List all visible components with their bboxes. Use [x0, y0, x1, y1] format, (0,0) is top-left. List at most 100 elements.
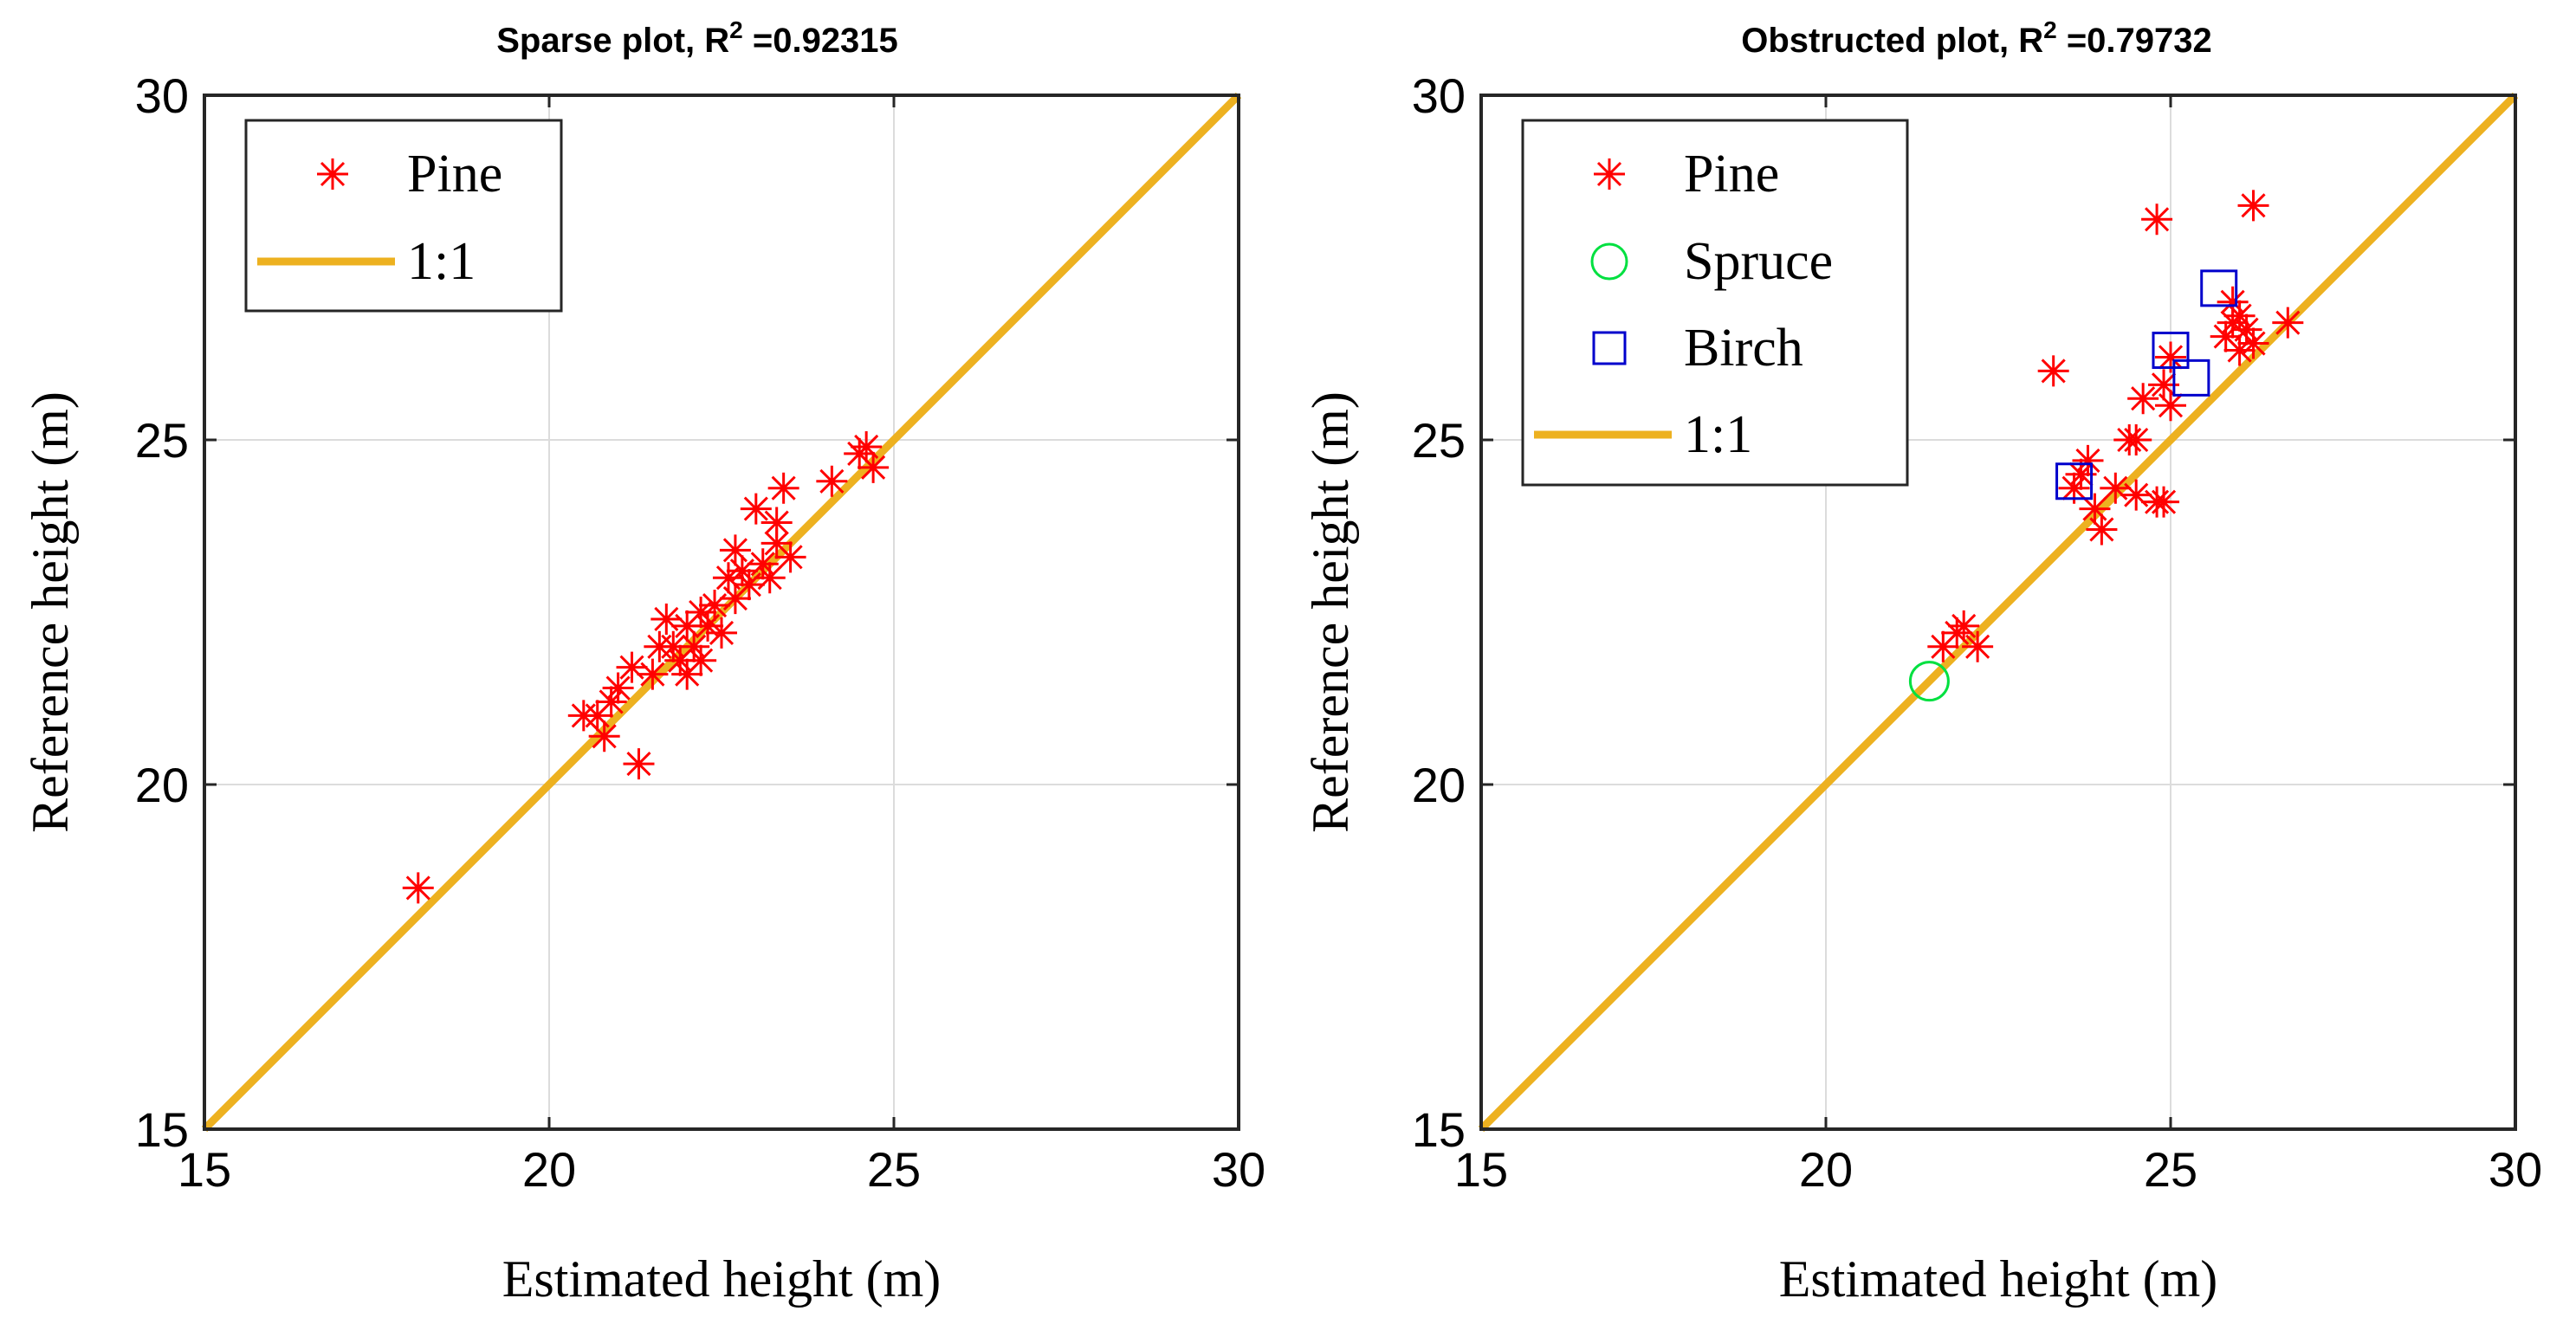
pine-point: [816, 465, 848, 497]
birch-point: [2172, 358, 2210, 397]
pine-point: [740, 493, 772, 525]
y-axis-label: Reference height (m): [22, 391, 79, 833]
legend-label-spruce: Spruce: [1684, 232, 1833, 291]
legend-label-birch: Birch: [1684, 319, 1803, 378]
birch-point: [2055, 462, 2094, 501]
legend-label-one-to-one: 1:1: [1684, 405, 1752, 464]
x-tick-label: 20: [522, 1142, 576, 1197]
pine-point: [699, 590, 731, 622]
pine-point: [719, 534, 751, 566]
pine-point: [2065, 458, 2097, 490]
pine-point: [650, 603, 683, 635]
data-points: [402, 430, 890, 904]
pine-point: [2237, 327, 2269, 359]
legend-label-pine: Pine: [407, 145, 502, 203]
pine-point: [1927, 630, 1959, 662]
pine-point: [2120, 424, 2152, 455]
y-axis-label: Reference height (m): [1302, 391, 1359, 833]
pine-point: [671, 658, 703, 690]
obstructed-plot-panel: Obstructed plot, R2 =0.79732 15 20 25 30 15 2…: [1302, 16, 2542, 1308]
x-tick-label: 25: [2144, 1142, 2197, 1197]
y-tick-label: 25: [135, 413, 189, 468]
pine-point: [1948, 610, 1980, 642]
pine-point: [733, 569, 765, 601]
pine-point: [402, 872, 434, 904]
pine-point: [581, 700, 613, 732]
pine-point: [685, 644, 717, 676]
pine-point: [2210, 320, 2242, 352]
pine-point: [2120, 479, 2152, 511]
y-tick-label: 30: [135, 68, 189, 123]
x-tick-label: 25: [867, 1142, 921, 1197]
pine-point: [692, 610, 724, 642]
legend-circle-marker: [1590, 242, 1628, 281]
pine-point: [761, 507, 793, 539]
pine-point: [2100, 472, 2132, 504]
x-tick-label: 30: [1212, 1142, 1265, 1197]
pine-point: [2223, 334, 2256, 366]
chart-title: Sparse plot, R2 =0.92315: [496, 16, 898, 60]
sparse-plot-panel: Sparse plot, R2 =0.92315 15 20 25 30 15 20 25 3…: [22, 16, 1265, 1308]
pine-point: [595, 686, 627, 718]
pine-point: [2230, 313, 2262, 346]
x-tick-label: 30: [2489, 1142, 2542, 1197]
x-tick-label: 20: [1799, 1142, 1853, 1197]
pine-point: [767, 472, 799, 504]
legend-label-one-to-one: 1:1: [407, 232, 476, 291]
pine-point: [664, 644, 696, 676]
tick-labels: 15 20 25 30 15 20 25 30: [1412, 68, 2542, 1197]
y-tick-label: 30: [1412, 68, 1466, 123]
y-tick-label: 20: [135, 758, 189, 812]
legend-asterisk-marker: [317, 158, 348, 190]
y-tick-label: 15: [1412, 1102, 1466, 1157]
pine-point: [761, 527, 793, 559]
pine-point: [2223, 300, 2256, 332]
pine-point: [2079, 493, 2111, 525]
pine-point: [726, 555, 758, 587]
pine-point: [685, 597, 717, 628]
one-to-one-line: [1478, 92, 2519, 1133]
pine-point: [719, 583, 751, 615]
pine-point: [2141, 203, 2173, 236]
one-to-one-line-group: [1478, 92, 2519, 1133]
pine-point: [2237, 190, 2269, 222]
legend-asterisk-marker: [1594, 158, 1625, 190]
birch-point: [2152, 332, 2190, 370]
pine-point: [851, 430, 883, 462]
pine-point: [2148, 486, 2180, 518]
x-tick-label: 15: [178, 1142, 231, 1197]
y-tick-label: 20: [1412, 758, 1466, 812]
pine-point: [2217, 286, 2249, 318]
x-axis-label: Estimated height (m): [1779, 1250, 2218, 1308]
pine-point: [2155, 341, 2186, 373]
data-points: [1908, 190, 2304, 702]
pine-point: [2155, 390, 2186, 422]
x-axis-label: Estimated height (m): [502, 1250, 942, 1308]
pine-point: [1962, 630, 1994, 662]
pine-point: [2127, 383, 2159, 415]
pine-point: [2272, 307, 2304, 339]
legend-label-pine: Pine: [1684, 145, 1779, 203]
pine-point: [678, 630, 710, 662]
axes-box: [1479, 94, 2517, 1131]
birch-point: [2200, 269, 2238, 307]
pine-point: [657, 630, 689, 662]
legend: Pine Spruce Birch 1:1: [1521, 119, 1909, 487]
pine-point: [623, 748, 655, 780]
pine-point: [2148, 369, 2180, 401]
y-tick-label: 25: [1412, 413, 1466, 468]
pine-point: [2086, 513, 2118, 546]
pine-point: [602, 672, 634, 704]
pine-point: [754, 562, 786, 594]
pine-point: [2037, 355, 2069, 387]
legend: Pine 1:1: [244, 119, 563, 313]
axes-box: [203, 94, 1240, 1131]
legend-box: [1521, 119, 1909, 487]
pine-point: [588, 720, 620, 752]
pine-point: [671, 610, 703, 642]
pine-point: [637, 658, 669, 690]
pine-point: [616, 651, 648, 683]
pine-point: [2072, 444, 2104, 476]
x-tick-label: 15: [1454, 1142, 1508, 1197]
